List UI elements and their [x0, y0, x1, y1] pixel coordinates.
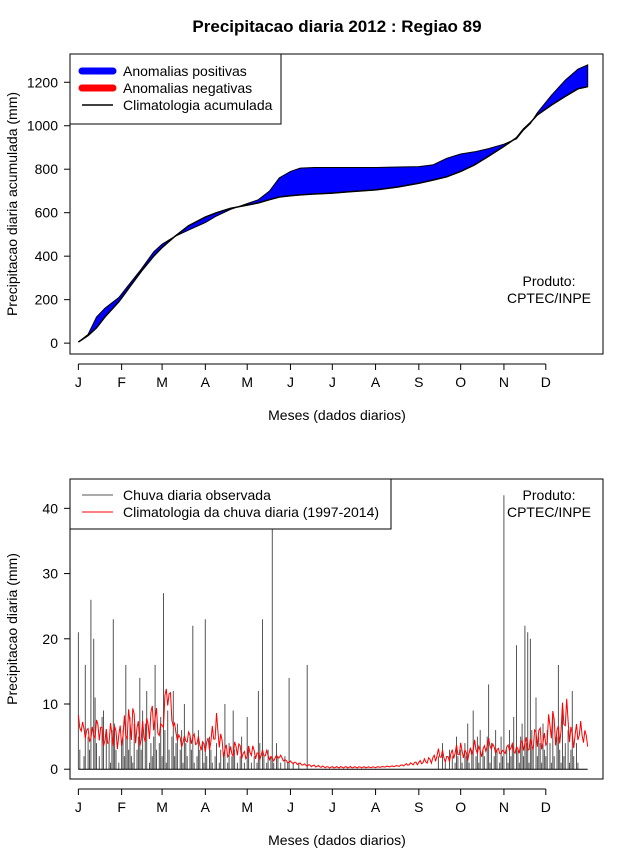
x-tick-label: J: [329, 799, 336, 815]
x-tick-label: A: [371, 374, 381, 390]
legend-label-climatology: Climatologia acumulada: [123, 97, 273, 113]
x-tick-label: D: [541, 374, 551, 390]
legend-label-negative: Anomalias negativas: [123, 80, 252, 96]
legend-label-observed: Chuva diaria observada: [123, 487, 271, 503]
x-tick-label: A: [201, 799, 211, 815]
x-tick-label: S: [414, 799, 423, 815]
x-tick-label: J: [75, 799, 82, 815]
x-tick-label: O: [455, 374, 466, 390]
y-axis: 0 200 400 600 800 1000 1200: [27, 74, 70, 351]
accumulated-precipitation-panel: 0 200 400 600 800 1000 1200 J F M A M J J A S O N D Preci…: [4, 53, 604, 423]
climatology-line: [77, 85, 588, 343]
legend-box: [69, 478, 392, 530]
chart-title: Precipitacao diaria 2012 : Regiao 89: [192, 17, 481, 36]
x-tick-label: O: [455, 799, 466, 815]
observed-rain-bars: [77, 495, 588, 770]
x-tick-label: M: [241, 374, 253, 390]
x-tick-label: J: [329, 374, 336, 390]
y-tick-label: 600: [35, 205, 59, 221]
y-tick-label: 10: [42, 696, 58, 712]
climatology-daily-line: [77, 688, 589, 769]
x-tick-label: A: [201, 374, 211, 390]
y-tick-label: 400: [35, 248, 59, 264]
x-axis-label: Meses (dados diarios): [268, 407, 406, 423]
x-tick-label: M: [241, 799, 253, 815]
y-tick-label: 30: [42, 566, 58, 582]
x-tick-label: S: [414, 374, 423, 390]
x-tick-label: F: [117, 374, 126, 390]
climatology-line-layer: [77, 85, 588, 343]
product-label: Produto:: [523, 487, 576, 503]
y-axis-label: Precipitacao diaria acumulada (mm): [4, 92, 20, 316]
y-axis-label: Precipitacao diaria (mm): [4, 553, 20, 705]
x-tick-label: J: [75, 374, 82, 390]
legend: Anomalias positivas Anomalias negativas …: [69, 53, 282, 125]
y-tick-label: 20: [42, 631, 58, 647]
x-tick-label: N: [499, 374, 509, 390]
x-tick-label: M: [156, 799, 168, 815]
x-tick-label: F: [117, 799, 126, 815]
x-tick-label: N: [499, 799, 509, 815]
x-tick-label: D: [541, 799, 551, 815]
product-source: CPTEC/INPE: [507, 290, 591, 306]
y-tick-label: 0: [50, 761, 58, 777]
x-tick-label: J: [287, 374, 294, 390]
daily-precipitation-panel: 0 10 20 30 40 J F M A M J J A S O N D Precipitacao diar…: [4, 478, 604, 848]
y-tick-label: 40: [42, 500, 58, 516]
y-tick-label: 0: [50, 335, 58, 351]
climatology-daily-line-layer: [77, 688, 589, 769]
legend-label-positive: Anomalias positivas: [123, 63, 247, 79]
x-tick-label: J: [287, 799, 294, 815]
x-tick-label: M: [156, 374, 168, 390]
x-tick-label: A: [371, 799, 381, 815]
product-source: CPTEC/INPE: [507, 504, 591, 520]
y-tick-label: 1200: [27, 74, 58, 90]
legend-label-climatology: Climatologia da chuva diaria (1997-2014): [123, 504, 379, 520]
y-tick-label: 1000: [27, 118, 58, 134]
legend: Chuva diaria observada Climatologia da c…: [69, 478, 392, 530]
plot-frame: [69, 53, 604, 355]
y-tick-label: 800: [35, 161, 59, 177]
y-axis: 0 10 20 30 40: [42, 500, 70, 777]
x-axis-label: Meses (dados diarios): [268, 832, 406, 848]
y-tick-label: 200: [35, 292, 59, 308]
product-label: Produto:: [523, 273, 576, 289]
